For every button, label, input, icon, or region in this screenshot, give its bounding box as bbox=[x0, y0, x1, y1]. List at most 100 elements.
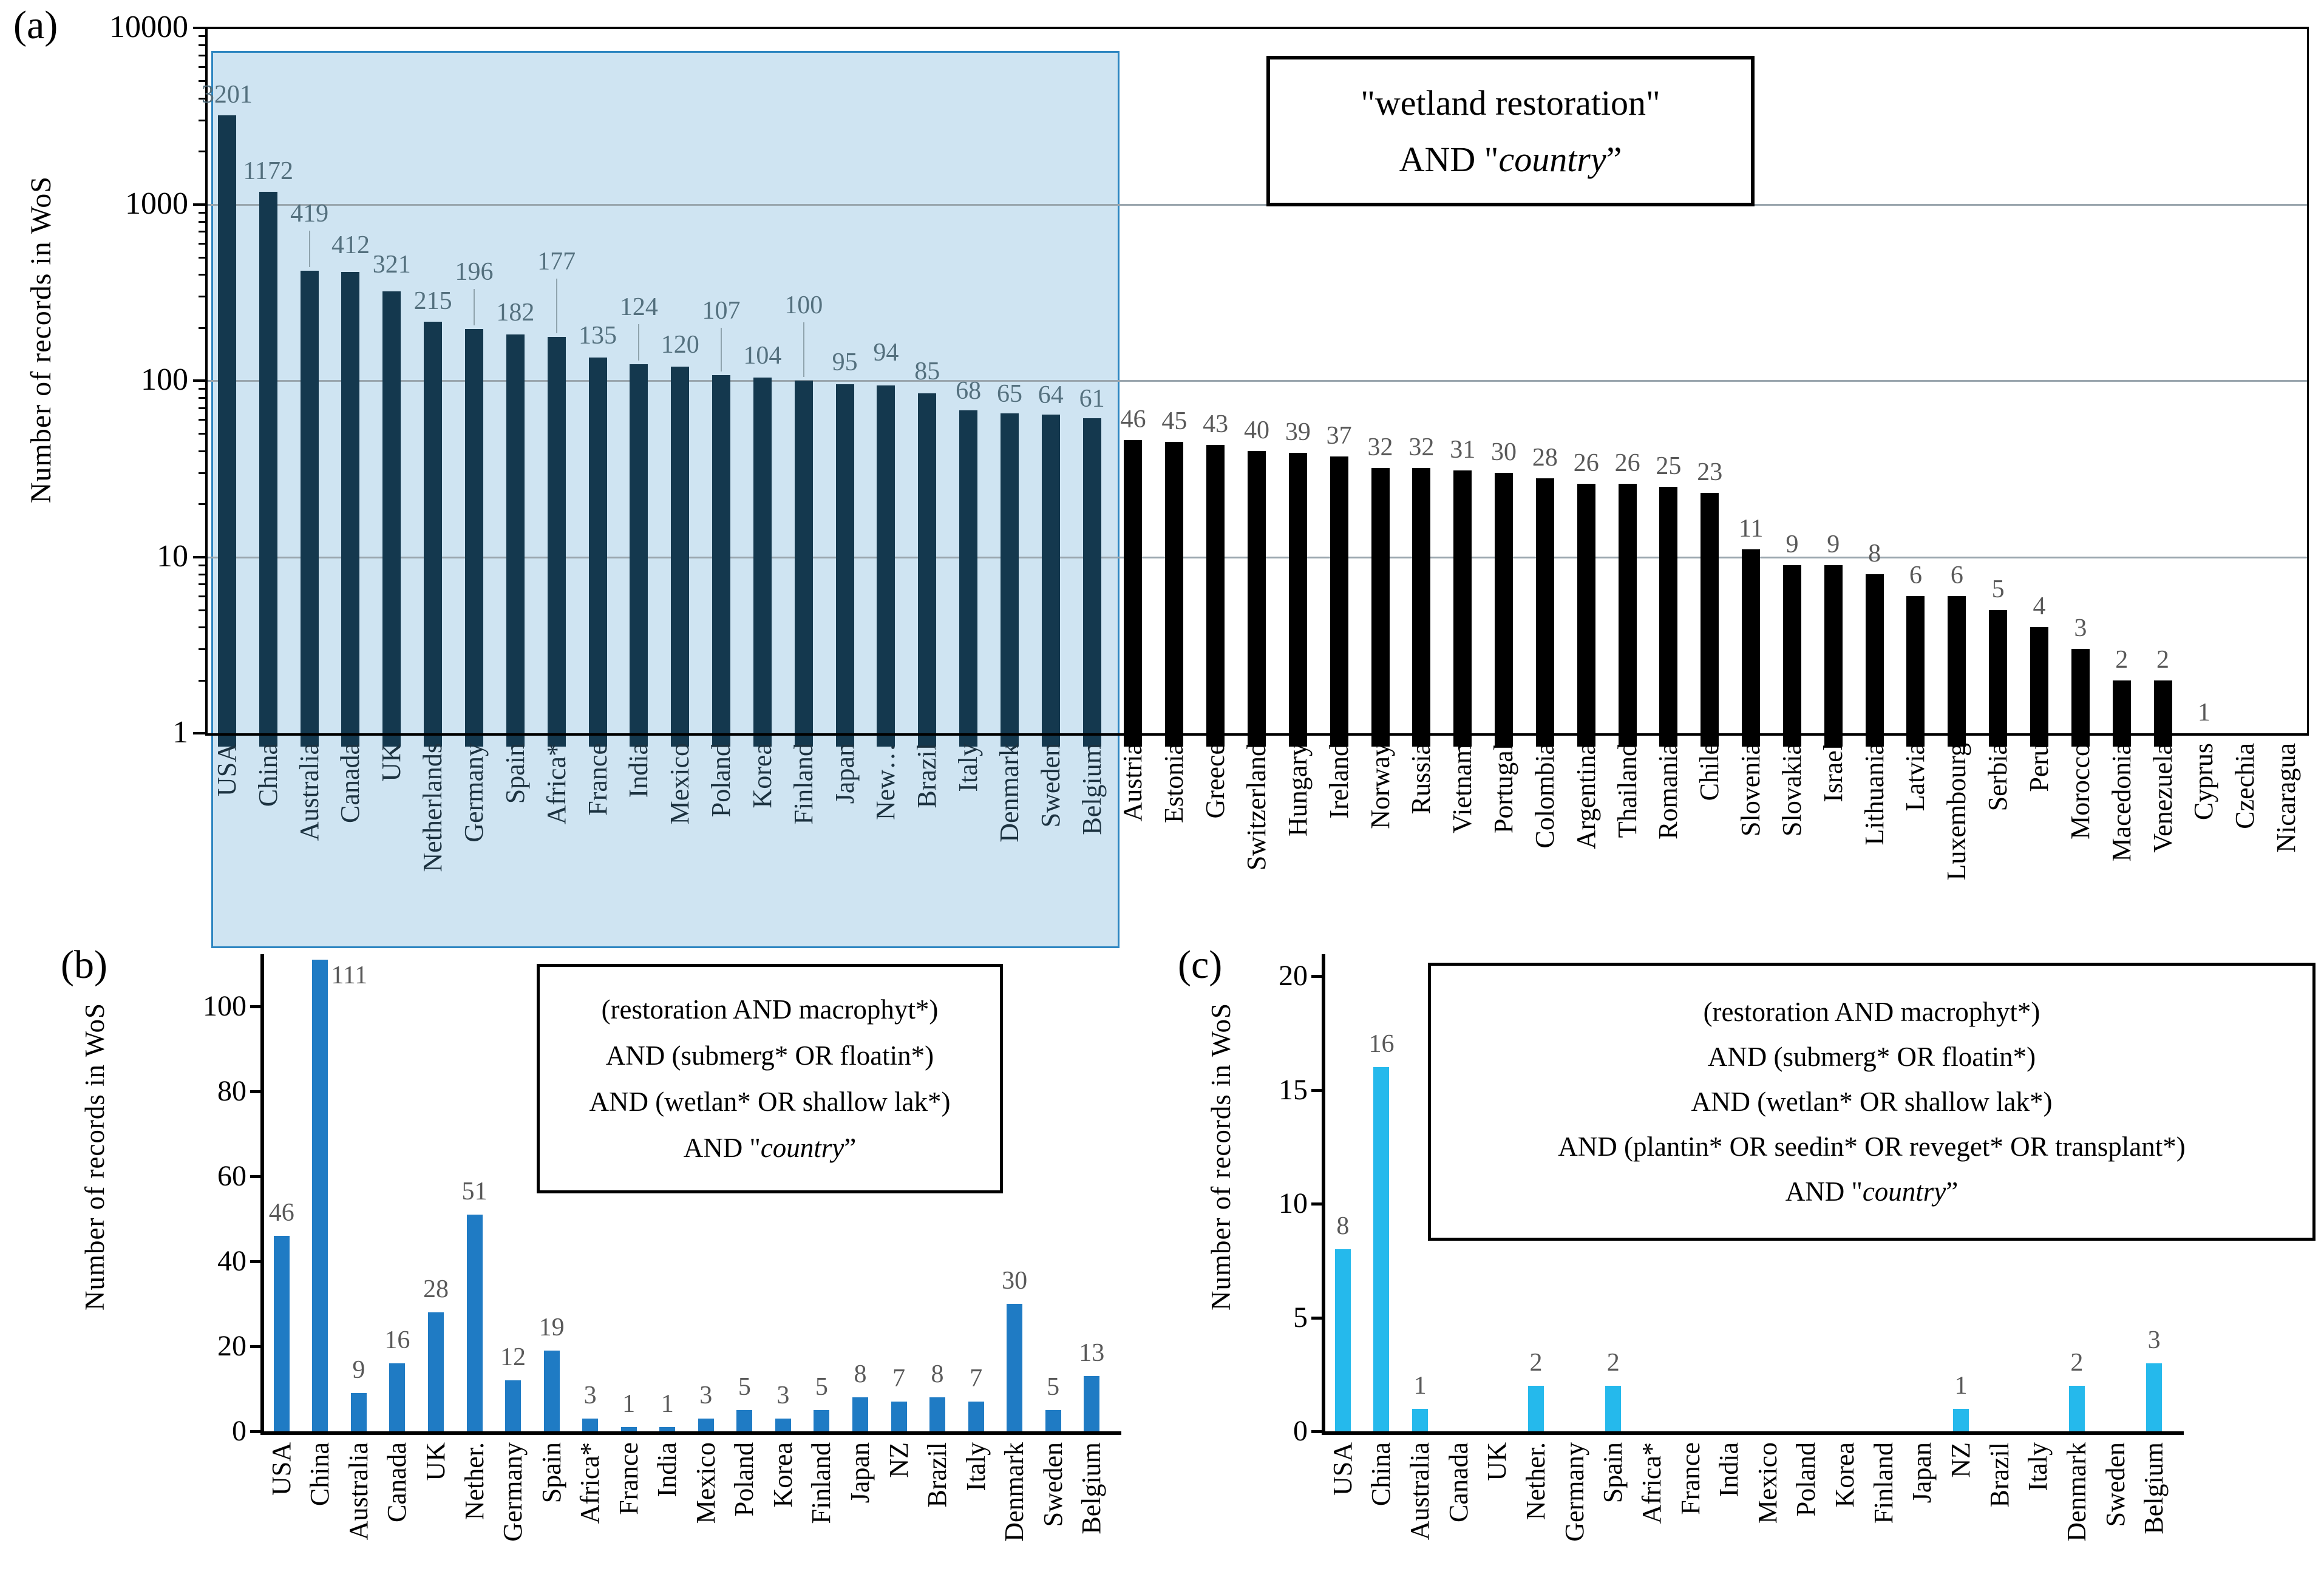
legend-line: AND (wetlan* OR shallow lak*) bbox=[589, 1087, 951, 1117]
bar bbox=[712, 375, 731, 747]
bar bbox=[424, 322, 443, 747]
y-tick bbox=[1311, 975, 1323, 978]
y-minor-tick bbox=[199, 231, 206, 233]
x-category-label: Poland bbox=[1791, 1442, 1821, 1517]
x-category-label: Romania bbox=[1653, 743, 1684, 839]
bar bbox=[1701, 493, 1719, 747]
bar-value-label: 5 bbox=[1047, 1373, 1060, 1401]
bar-value-label: 6 bbox=[1950, 561, 1963, 589]
bar bbox=[630, 364, 648, 747]
y-minor-tick bbox=[199, 648, 206, 651]
bar-value-label: 45 bbox=[1161, 407, 1187, 435]
y-major-tick bbox=[193, 379, 206, 382]
y-tick bbox=[250, 1005, 262, 1008]
x-category-label: Germany bbox=[458, 743, 489, 843]
bar-value-label: 7 bbox=[970, 1365, 983, 1392]
y-axis-title-b: Number of records in WoS bbox=[80, 1003, 110, 1311]
x-category-label: Denmark bbox=[994, 743, 1024, 843]
legend-line: AND "country” bbox=[683, 1133, 857, 1163]
bar bbox=[1082, 418, 1101, 747]
x-category-label: USA bbox=[266, 1442, 296, 1496]
x-category-label: Belgium bbox=[2139, 1442, 2169, 1535]
bar-value-label: 28 bbox=[1532, 443, 1558, 472]
bar bbox=[775, 1419, 791, 1431]
bar-value-label: 65 bbox=[996, 380, 1022, 409]
x-category-label: NZ bbox=[883, 1442, 914, 1478]
x-category-label: New… bbox=[871, 743, 901, 821]
panel-b-label: (b) bbox=[61, 943, 107, 987]
bar-value-label: 64 bbox=[1038, 381, 1064, 410]
x-category-label: Slovakia bbox=[1776, 743, 1807, 836]
x-category-label: France bbox=[1675, 1442, 1705, 1515]
bar bbox=[273, 1236, 290, 1431]
x-category-label: Chile bbox=[1694, 743, 1725, 801]
bar-value-label: 9 bbox=[352, 1356, 365, 1384]
y-major-tick bbox=[193, 732, 206, 734]
y-minor-tick bbox=[199, 564, 206, 566]
bar-value-label: 11 bbox=[1738, 515, 1764, 543]
x-category-label: Finland bbox=[1868, 1442, 1898, 1524]
x-category-label: Nicaragua bbox=[2271, 743, 2302, 853]
label-leader-line bbox=[721, 328, 722, 372]
x-category-label: Colombia bbox=[1529, 743, 1560, 849]
bar-value-label: 8 bbox=[1336, 1212, 1350, 1240]
gridline bbox=[206, 380, 2307, 382]
y-axis-line bbox=[205, 27, 208, 734]
bar bbox=[891, 1402, 907, 1431]
bar-value-label: 32 bbox=[1367, 433, 1393, 461]
bar bbox=[2030, 627, 2049, 747]
x-category-label: Poland bbox=[706, 743, 736, 818]
y-minor-tick bbox=[199, 119, 206, 121]
bar bbox=[2153, 680, 2172, 747]
x-category-label: Brazil bbox=[922, 1442, 953, 1508]
x-category-label: Thailand bbox=[1612, 743, 1642, 838]
label-leader-line bbox=[473, 289, 475, 326]
bar bbox=[217, 115, 236, 747]
x-category-label: Vietnam bbox=[1447, 743, 1478, 833]
x-category-label: Czechia bbox=[2230, 743, 2260, 829]
x-category-label: Canada bbox=[1443, 1442, 1473, 1522]
y-minor-tick bbox=[199, 419, 206, 421]
bar bbox=[1618, 483, 1637, 747]
y-axis-line bbox=[1322, 954, 1325, 1433]
y-major-tick bbox=[193, 555, 206, 558]
y-tick-label: 100 bbox=[203, 990, 246, 1022]
x-category-label: Morocco bbox=[2065, 743, 2095, 839]
x-category-label: Austria bbox=[1118, 743, 1148, 822]
x-category-label: Poland bbox=[729, 1442, 759, 1517]
x-category-label: India bbox=[623, 743, 654, 798]
y-axis-title-a: Number of records in WoS bbox=[25, 176, 57, 504]
bar-value-label: 7 bbox=[892, 1365, 905, 1392]
bar bbox=[1906, 595, 1925, 747]
x-category-label: Africa* bbox=[1636, 1442, 1667, 1524]
bar-value-label: 8 bbox=[931, 1360, 944, 1388]
bar bbox=[1334, 1249, 1351, 1431]
y-tick bbox=[250, 1430, 262, 1433]
bar-value-label: 12 bbox=[500, 1343, 526, 1371]
y-minor-tick bbox=[199, 220, 206, 223]
x-category-label: Lithuania bbox=[1859, 743, 1889, 846]
y-minor-tick bbox=[199, 609, 206, 611]
bar-value-label: 1 bbox=[2197, 699, 2210, 727]
x-category-label: Japan bbox=[844, 1442, 875, 1504]
x-category-label: UK bbox=[420, 1442, 450, 1481]
bar-value-label: 2 bbox=[1529, 1349, 1543, 1377]
bar-value-label: 16 bbox=[1368, 1030, 1395, 1058]
x-category-label: Finland bbox=[806, 1442, 837, 1524]
x-category-label: France bbox=[582, 743, 613, 816]
bar-value-label: 1172 bbox=[243, 157, 293, 186]
bar-value-label: 3 bbox=[2074, 614, 2087, 643]
bar-value-label: 4 bbox=[2033, 592, 2046, 621]
label-leader-line bbox=[308, 231, 310, 268]
y-tick-label: 5 bbox=[1293, 1301, 1308, 1334]
bar bbox=[582, 1419, 599, 1431]
bar-value-label: 46 bbox=[1120, 405, 1146, 433]
bar-value-label: 39 bbox=[1285, 418, 1311, 446]
y-minor-tick bbox=[199, 327, 206, 329]
x-category-label: China bbox=[305, 1442, 335, 1507]
bar bbox=[543, 1351, 560, 1431]
x-category-label: Latvia bbox=[1900, 743, 1931, 812]
bar-value-label: 177 bbox=[537, 247, 576, 276]
